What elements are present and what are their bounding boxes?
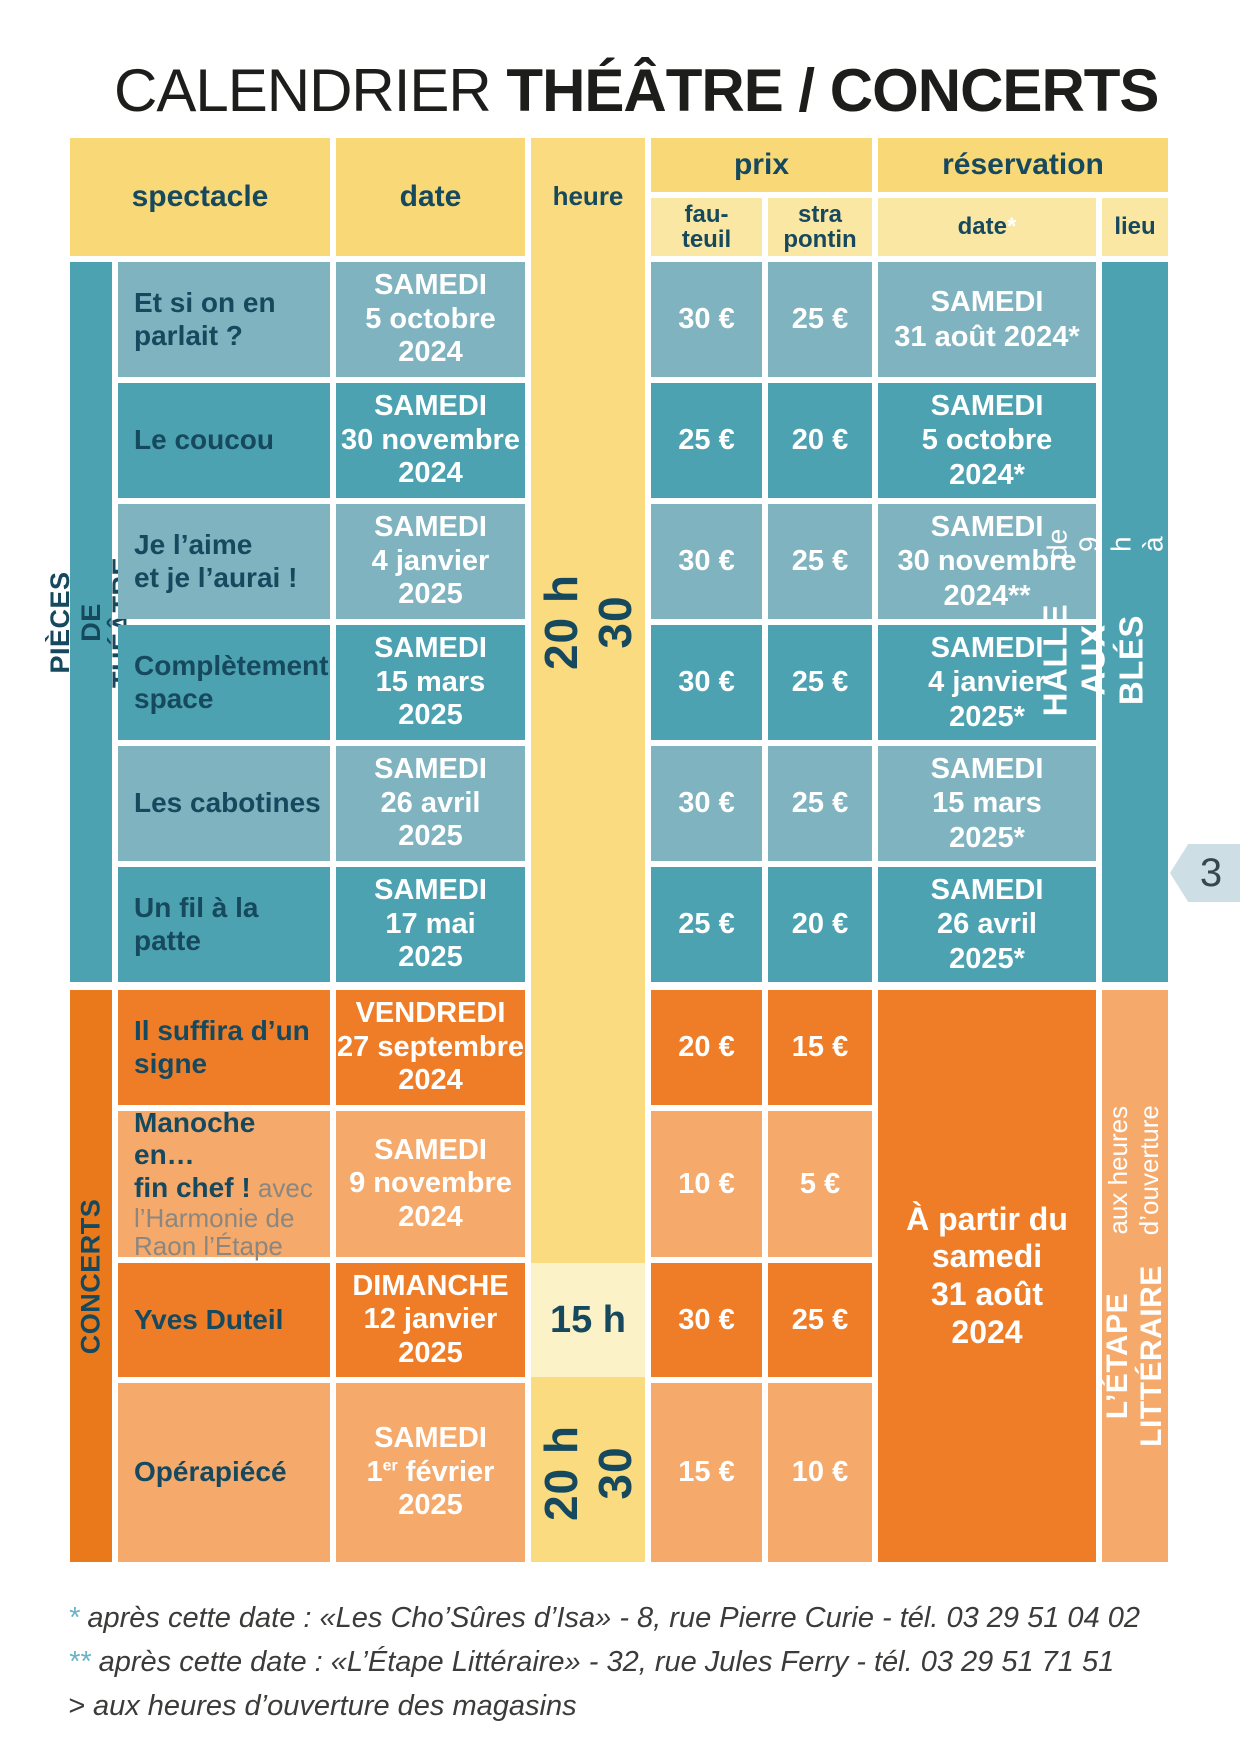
price-fauteuil: 30 € bbox=[651, 262, 762, 377]
price-strapontin: 5 € bbox=[768, 1111, 872, 1257]
spectacle-name: Yves Duteil bbox=[118, 1263, 330, 1377]
price-strapontin: 15 € bbox=[768, 990, 872, 1105]
header-reservation-date: date * bbox=[878, 198, 1096, 256]
white-asterisk: * bbox=[1007, 213, 1017, 241]
price-strapontin: 20 € bbox=[768, 383, 872, 498]
price-fauteuil: 30 € bbox=[651, 746, 762, 861]
lieu-halle-aux-bles: HALLE AUX BLÉS de 9 h à 12 h bbox=[1037, 262, 1233, 982]
reservation-merged: À partir du samedi 31 août 2024 bbox=[878, 990, 1096, 1562]
header-lieu: lieu bbox=[1102, 198, 1168, 256]
price-fauteuil: 30 € bbox=[651, 625, 762, 740]
reservation-date: SAMEDI 4 janvier 2025* bbox=[878, 625, 1096, 740]
footnote-marker: * bbox=[68, 1602, 80, 1634]
spectacle-date: DIMANCHE 12 janvier 2025 bbox=[336, 1263, 525, 1377]
footnote-line: * après cette date : «Les Cho’Sûres d’Is… bbox=[68, 1602, 1141, 1634]
spectacle-date: VENDREDI 27 septembre 2024 bbox=[336, 990, 525, 1105]
reservation-date: SAMEDI 15 mars 2025* bbox=[878, 746, 1096, 861]
reservation-date: SAMEDI 30 novembre 2024** bbox=[878, 504, 1096, 619]
price-strapontin: 25 € bbox=[768, 746, 872, 861]
spectacle-name: Il suffira d’un signe bbox=[118, 990, 330, 1105]
footnote-line: > aux heures d’ouverture des magasins bbox=[68, 1690, 577, 1722]
heure-opera-2030: 20 h 30 bbox=[535, 1424, 641, 1521]
price-strapontin: 25 € bbox=[768, 1263, 872, 1377]
price-fauteuil: 20 € bbox=[651, 990, 762, 1105]
price-strapontin: 25 € bbox=[768, 625, 872, 740]
sidebar-pieces-de-theatre: PIÈCES DE THÉÂTRE bbox=[45, 262, 137, 982]
spectacle-name-subtitle: avec l’Harmonie de Raon l’Étape bbox=[134, 1172, 313, 1262]
page-number: 3 bbox=[1199, 850, 1223, 895]
heure-15h-cell: 15 h bbox=[531, 1263, 645, 1377]
spectacle-date: SAMEDI 1er février 2025 bbox=[336, 1383, 525, 1562]
footnote-marker: ** bbox=[68, 1646, 91, 1678]
header-reservation-group: réservation bbox=[878, 138, 1168, 192]
heure-theatre-2030: 20 h 30 bbox=[535, 573, 641, 671]
spectacle-name: Et si on en parlait ? bbox=[118, 262, 330, 377]
spectacle-name: Je l’aime et je l’aurai ! bbox=[118, 504, 330, 619]
footnotes: * après cette date : «Les Cho’Sûres d’Is… bbox=[68, 1596, 1140, 1728]
price-strapontin: 25 € bbox=[768, 262, 872, 377]
sidebar-concerts: CONCERTS bbox=[70, 990, 112, 1562]
price-fauteuil: 15 € bbox=[651, 1383, 762, 1562]
price-strapontin: 20 € bbox=[768, 867, 872, 982]
header-prix-group: prix bbox=[651, 138, 872, 192]
title-bold-part: THÉÂTRE / CONCERTS bbox=[506, 57, 1159, 124]
footnote-line: ** après cette date : «L’Étape Littérair… bbox=[68, 1646, 1115, 1678]
spectacle-date: SAMEDI 17 mai 2025 bbox=[336, 867, 525, 982]
spectacle-date: SAMEDI 15 mars 2025 bbox=[336, 625, 525, 740]
lieu-hours: aux heures d’ouverture bbox=[1103, 1105, 1165, 1236]
page-number-tag: 3 bbox=[1170, 844, 1240, 902]
spectacle-date: SAMEDI 26 avril 2025 bbox=[336, 746, 525, 861]
reservation-date: SAMEDI 26 avril 2025* bbox=[878, 867, 1096, 982]
page-title: CALENDRIER THÉÂTRE / CONCERTS bbox=[114, 56, 1159, 125]
header-strapontin: stra pontin bbox=[768, 198, 872, 256]
price-strapontin: 25 € bbox=[768, 504, 872, 619]
reservation-date: SAMEDI 31 août 2024* bbox=[878, 262, 1096, 377]
spectacle-date: SAMEDI 9 novembre 2024 bbox=[336, 1111, 525, 1257]
lieu-name: L’ÉTAPE LITTÉRAIRE bbox=[1101, 1265, 1169, 1447]
spectacle-name: Les cabotines bbox=[118, 746, 330, 861]
spectacle-name: Le coucou bbox=[118, 383, 330, 498]
price-fauteuil: 30 € bbox=[651, 1263, 762, 1377]
price-fauteuil: 30 € bbox=[651, 504, 762, 619]
spectacle-name: Un fil à la patte bbox=[118, 867, 330, 982]
header-heure: heure bbox=[552, 181, 624, 212]
reservation-date: SAMEDI 5 octobre 2024* bbox=[878, 383, 1096, 498]
title-light-part: CALENDRIER bbox=[114, 57, 492, 124]
lieu-etape-litteraire: L’ÉTAPE LITTÉRAIRE aux heures d’ouvertur… bbox=[1101, 990, 1169, 1562]
lieu-hours: de 9 h à 12 h bbox=[1041, 528, 1233, 560]
header-fauteuil: fau- teuil bbox=[651, 198, 762, 256]
lieu-name: HALLE AUX BLÉS bbox=[1036, 603, 1150, 716]
spectacle-date: SAMEDI 5 octobre 2024 bbox=[336, 262, 525, 377]
price-fauteuil: 10 € bbox=[651, 1111, 762, 1257]
spectacle-name: Complètement space bbox=[118, 625, 330, 740]
spectacle-name: Opérapiécé bbox=[118, 1383, 330, 1562]
superscript-er: er bbox=[382, 1457, 398, 1475]
spectacle-date: SAMEDI 30 novembre 2024 bbox=[336, 383, 525, 498]
price-fauteuil: 25 € bbox=[651, 383, 762, 498]
footnote-marker: > bbox=[68, 1690, 85, 1722]
spectacle-name: Manoche en… fin chef ! avec l’Harmonie d… bbox=[118, 1107, 330, 1261]
price-strapontin: 10 € bbox=[768, 1383, 872, 1562]
header-date: date bbox=[336, 138, 525, 256]
price-fauteuil: 25 € bbox=[651, 867, 762, 982]
header-spectacle: spectacle bbox=[70, 138, 330, 256]
spectacle-date: SAMEDI 4 janvier 2025 bbox=[336, 504, 525, 619]
